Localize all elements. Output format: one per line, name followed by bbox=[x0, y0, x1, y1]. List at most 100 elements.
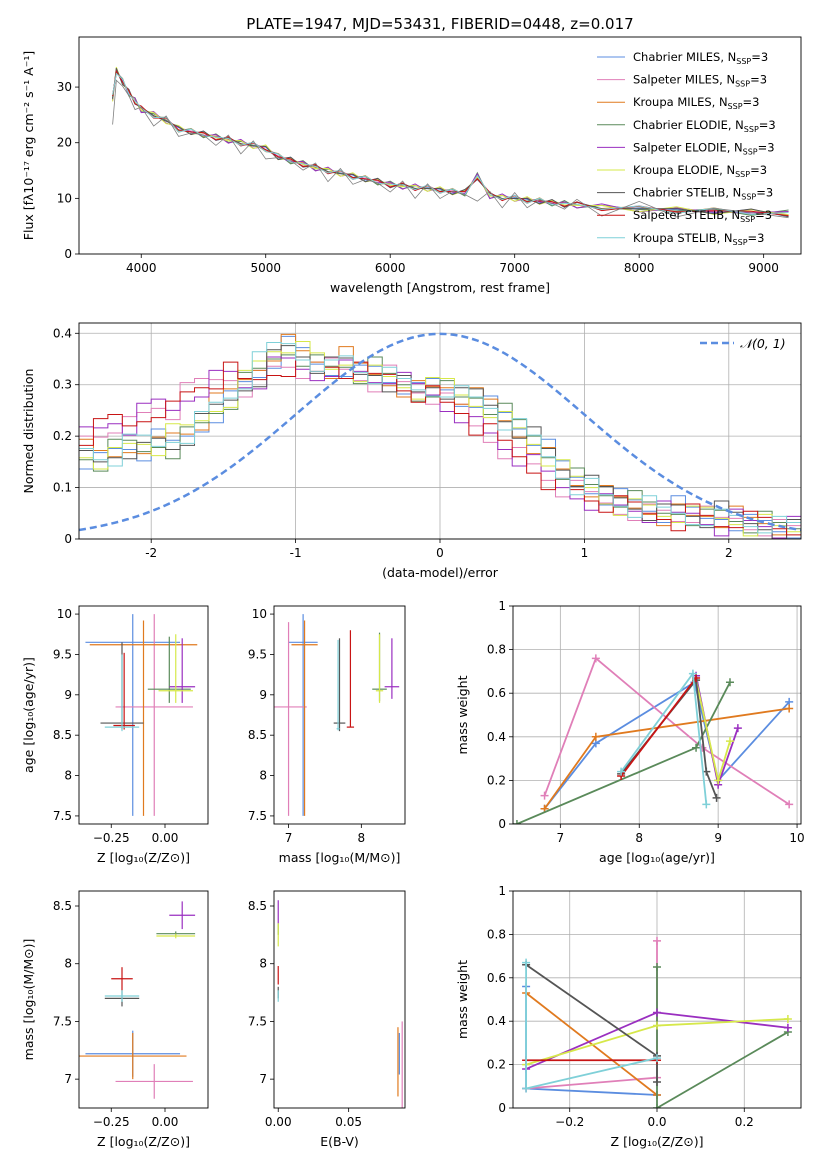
residual-hist-5 bbox=[79, 341, 801, 537]
mass-vs-EBV-ytick-label: 7 bbox=[259, 1072, 267, 1086]
age-vs-Z-axes: −0.25 0.00 7.5 8 8.5 9 9.5 10 Z [log₁₀(Z/Z⊙)] age… bbox=[21, 607, 190, 865]
residuals-plot-area bbox=[79, 332, 801, 539]
legend-entry-tail: =3 bbox=[758, 140, 775, 154]
residuals-xtick-label: -1 bbox=[290, 546, 302, 560]
mass-vs-EBV-ytick-label: 7.5 bbox=[248, 1014, 267, 1028]
age-vs-Z-xtick-label: −0.25 bbox=[93, 831, 130, 845]
legend-entry-tail: =3 bbox=[748, 231, 765, 245]
legend-entry-name: Salpeter ELODIE, N bbox=[633, 140, 743, 154]
legend-entry-sub: SSP bbox=[728, 102, 743, 111]
massweight-vs-age-point-marker bbox=[785, 800, 794, 809]
legend-entry-1: Salpeter MILES, NSSP=3 bbox=[633, 73, 767, 89]
massweight-vs-Z-point-marker bbox=[653, 1008, 661, 1017]
legend-entry-2: Kroupa MILES, NSSP=3 bbox=[633, 95, 759, 111]
age-vs-Z-ytick-label: 7.5 bbox=[53, 809, 72, 823]
spectrum-xlabel: wavelength [Angstrom, rest frame] bbox=[330, 280, 550, 295]
massweight-vs-age-series-line bbox=[543, 656, 790, 806]
massweight-vs-Z-ytick-label: 0.8 bbox=[487, 927, 506, 941]
massweight-vs-Z-point-marker bbox=[783, 1023, 792, 1032]
massweight-vs-age-ytick-label: 1 bbox=[498, 599, 506, 613]
age-vs-mass-axes: 7 8 7.5 8 8.5 9 9.5 10 mass [log₁₀(M/M⊙)] bbox=[248, 607, 400, 865]
massweight-vs-age-point-marker bbox=[591, 654, 600, 663]
legend-entry-tail: =3 bbox=[756, 186, 773, 200]
massweight-vs-Z-xlabel: Z [log₁₀(Z/Z⊙)] bbox=[611, 1134, 704, 1149]
legend-entry-sub: SSP bbox=[733, 238, 748, 247]
legend-entry-0: Chabrier MILES, NSSP=3 bbox=[633, 50, 768, 66]
residuals-ytick-label: 0 bbox=[64, 532, 72, 546]
mass-vs-EBV-ytick-label: 8 bbox=[259, 957, 267, 971]
age-vs-Z-frame bbox=[78, 605, 209, 825]
residuals-frame bbox=[78, 322, 802, 540]
mass-vs-Z-frame bbox=[78, 890, 209, 1109]
spectrum-ytick-label: 20 bbox=[57, 136, 72, 150]
panels: 4000 5000 6000 7000 8000 90000102030wavelengt… bbox=[21, 36, 805, 1149]
age-vs-mass-xtick-label: 7 bbox=[285, 831, 293, 845]
spectrum-ytick-label: 30 bbox=[57, 80, 72, 94]
legend-entry-name: Kroupa MILES, N bbox=[633, 95, 728, 109]
massweight-vs-Z-plot-area bbox=[522, 936, 792, 1108]
legend-entry-sub: SSP bbox=[741, 193, 756, 202]
legend-entry-sub: SSP bbox=[744, 125, 759, 134]
massweight-vs-Z-ytick-label: 0.6 bbox=[487, 971, 506, 985]
massweight-vs-Z-panel: −0.2 0.0 0.2 0 0.2 0.4 0.6 0.8 1 Z [log₁₀(Z/Z⊙)] m… bbox=[455, 884, 802, 1149]
massweight-vs-age-plot-area bbox=[513, 654, 794, 824]
legend-entry-sub: SSP bbox=[736, 57, 751, 66]
massweight-vs-age-point-marker bbox=[725, 737, 734, 746]
massweight-vs-age-point-marker bbox=[688, 669, 697, 678]
massweight-vs-Z-point-marker bbox=[522, 958, 531, 967]
mass-vs-Z-ytick-label: 8.5 bbox=[53, 899, 72, 913]
residuals-panel: -2 -1 0 1 2 0 0.1 0.2 0.3 0.4 (data-model)/error No… bbox=[21, 322, 802, 580]
massweight-vs-age-ytick-label: 0.2 bbox=[487, 773, 506, 787]
residuals-ytick-label: 0.2 bbox=[53, 429, 72, 443]
residuals-xtick-label: -2 bbox=[145, 546, 157, 560]
massweight-vs-Z-point-marker bbox=[653, 1077, 661, 1086]
residuals-ytick-label: 0.4 bbox=[53, 326, 72, 340]
massweight-vs-age-xtick-label: 9 bbox=[714, 831, 722, 845]
massweight-vs-Z-point-marker bbox=[653, 1054, 661, 1063]
massweight-vs-age-ytick-label: 0.4 bbox=[487, 730, 506, 744]
massweight-vs-age-ytick-label: 0 bbox=[498, 817, 506, 831]
legend-entry-sub: SSP bbox=[743, 147, 758, 156]
massweight-vs-age-panel: 7 8 9 10 0 0.2 0.4 0.6 0.8 1 age [log₁₀(age/yr)] ma… bbox=[455, 599, 805, 865]
age-vs-Z-xtick-label: 0.00 bbox=[152, 831, 179, 845]
age-vs-mass-ytick-label: 8.5 bbox=[248, 728, 267, 742]
spectrum-xtick-label: 7000 bbox=[499, 261, 530, 275]
massweight-vs-age-point-marker bbox=[733, 724, 742, 733]
mass-vs-EBV-frame bbox=[273, 890, 406, 1109]
mass-vs-Z-xtick-label: 0.00 bbox=[152, 1115, 179, 1129]
spectrum-legend: Chabrier MILES, NSSP=3 Salpeter MILES, NS… bbox=[597, 50, 776, 247]
mass-vs-EBV-xlabel: E(B-V) bbox=[320, 1134, 359, 1149]
age-vs-mass-ytick-label: 9 bbox=[259, 688, 267, 702]
age-vs-Z-plot-area bbox=[85, 614, 198, 816]
mass-vs-EBV-axes: 0.00 0.05 7 7.5 8 8.5 E(B-V) bbox=[248, 899, 362, 1149]
legend-entry-tail: =3 bbox=[750, 163, 767, 177]
massweight-vs-Z-point-marker bbox=[653, 936, 661, 945]
age-vs-mass-ytick-label: 8 bbox=[259, 769, 267, 783]
massweight-vs-age-point-marker bbox=[513, 820, 521, 824]
residuals-xtick-label: 1 bbox=[581, 546, 589, 560]
massweight-vs-Z-frame bbox=[512, 890, 802, 1109]
mass-vs-Z-ylabel: mass [log₁₀(M/M⊙)] bbox=[21, 939, 36, 1061]
mass-vs-Z-plot-area bbox=[79, 901, 196, 1099]
residuals-ytick-label: 0.1 bbox=[53, 481, 72, 495]
massweight-vs-age-frame bbox=[512, 605, 802, 825]
mass-vs-Z-axes: −0.25 0.00 7 7.5 8 8.5 Z [log₁₀(Z/Z⊙)] mass [lo… bbox=[21, 899, 190, 1149]
residuals-ylabel: Normed distribution bbox=[21, 369, 36, 494]
spectrum-xtick-label: 4000 bbox=[126, 261, 157, 275]
massweight-vs-age-xtick-label: 8 bbox=[635, 831, 643, 845]
age-vs-Z-panel: −0.25 0.00 7.5 8 8.5 9 9.5 10 Z [log₁₀(Z/Z⊙)] age… bbox=[21, 605, 209, 865]
legend-entry-sub: SSP bbox=[740, 215, 755, 224]
mass-vs-EBV-xtick-label: 0.00 bbox=[265, 1115, 292, 1129]
residuals-xlabel: (data-model)/error bbox=[382, 565, 499, 580]
spectrum-frame bbox=[78, 36, 802, 255]
legend-entry-sub: SSP bbox=[735, 170, 750, 179]
residuals-ytick-label: 0.3 bbox=[53, 378, 72, 392]
legend-entry-name: Kroupa ELODIE, N bbox=[633, 163, 735, 177]
legend-entry-tail: =3 bbox=[751, 50, 768, 64]
mass-vs-Z-ytick-label: 7.5 bbox=[53, 1014, 72, 1028]
spectrum-axes: 4000 5000 6000 7000 8000 9000 0 10 20 30 wavelengt… bbox=[21, 51, 779, 295]
spectrum-observed-line bbox=[112, 79, 789, 219]
massweight-vs-age-point-marker bbox=[714, 776, 723, 785]
legend-entry-name: Kroupa STELIB, N bbox=[633, 231, 733, 245]
age-vs-Z-ytick-label: 8 bbox=[64, 769, 72, 783]
